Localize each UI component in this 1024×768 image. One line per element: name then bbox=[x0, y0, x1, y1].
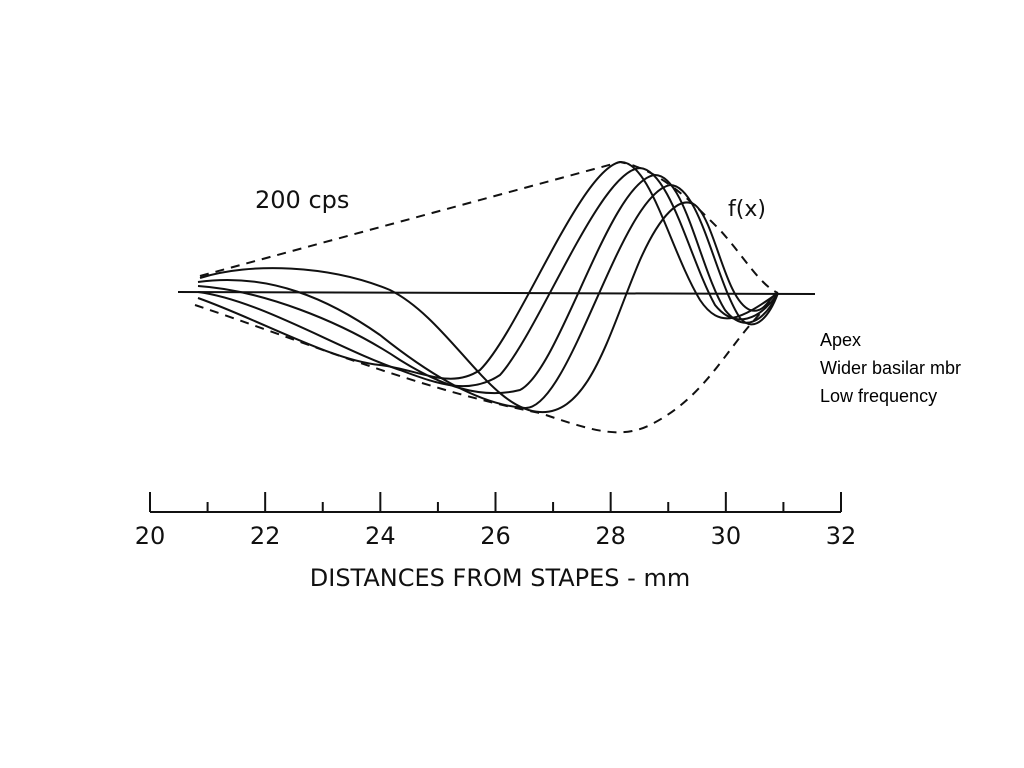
note: Wider basilar mbr bbox=[820, 358, 962, 378]
x-axis: DISTANCES FROM STAPES - mm bbox=[150, 511, 841, 592]
x-tick-label: 22 bbox=[250, 522, 281, 550]
x-tick-label: 24 bbox=[365, 522, 396, 550]
baseline bbox=[177, 291, 816, 295]
x-tick-label: 26 bbox=[480, 522, 511, 550]
x-tick-label: 28 bbox=[595, 522, 626, 550]
wave bbox=[197, 173, 779, 395]
annotation: 200 cps bbox=[255, 186, 349, 214]
annotation: f(x) bbox=[728, 197, 766, 222]
x-tick-label: 32 bbox=[826, 522, 857, 550]
x-tick-label: 30 bbox=[711, 522, 742, 550]
wave bbox=[197, 183, 779, 410]
note: Low frequency bbox=[820, 386, 938, 406]
wave bbox=[199, 201, 779, 414]
note: Apex bbox=[820, 330, 862, 350]
wave bbox=[197, 160, 779, 380]
upper-envelope bbox=[199, 160, 779, 294]
x-tick-label: 20 bbox=[135, 522, 166, 550]
wave bbox=[197, 166, 779, 388]
x-axis-label: DISTANCES FROM STAPES - mm bbox=[310, 564, 690, 592]
waves bbox=[177, 160, 816, 434]
